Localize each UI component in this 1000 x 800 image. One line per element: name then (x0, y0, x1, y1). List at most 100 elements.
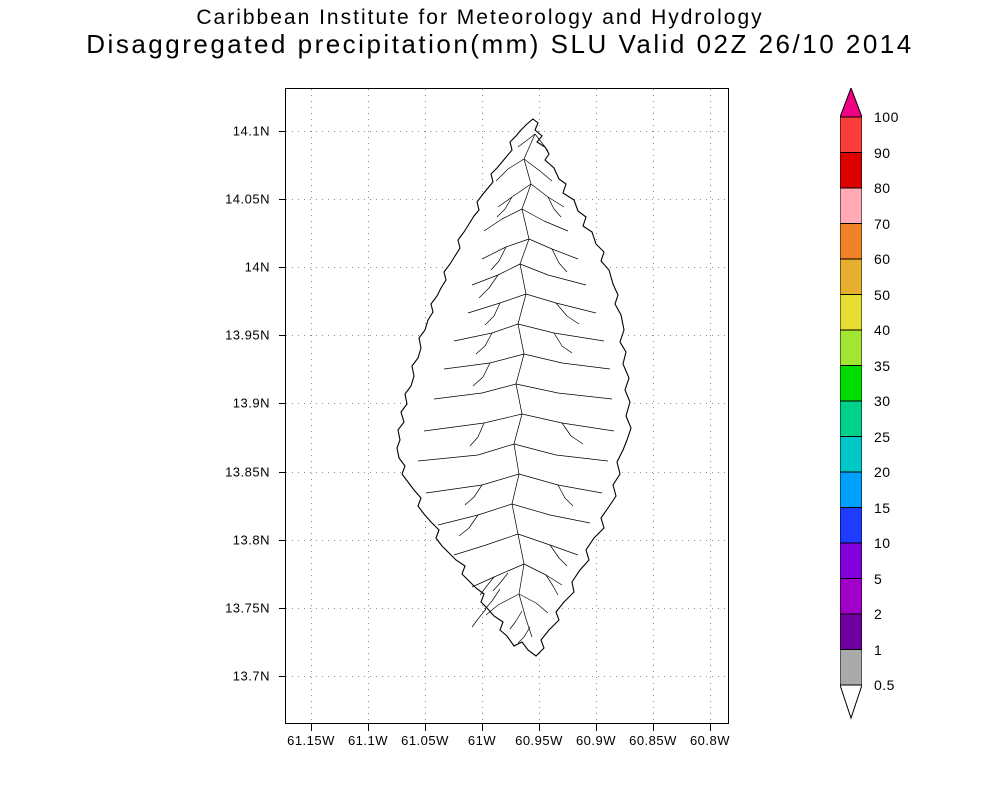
colorbar-label: 1 (874, 641, 883, 658)
watershed-line (485, 593, 520, 616)
colorbar-segment (839, 223, 863, 260)
lat-label: 13.7N (232, 668, 270, 684)
watershed-line (557, 484, 574, 507)
axis-tick-bottom (653, 724, 654, 731)
colorbar-segment (839, 258, 863, 295)
watershed-line (555, 302, 580, 325)
colorbar-label: 40 (874, 322, 891, 338)
colorbar-label: 60 (874, 251, 891, 267)
lon-label: 61.05W (401, 733, 449, 748)
colorbar-segment (839, 116, 863, 153)
colorbar-bottom-arrow (839, 684, 863, 720)
colorbar-segment (839, 365, 863, 402)
title-line1: Caribbean Institute for Meteorology and … (196, 6, 764, 29)
axis-tick-left (279, 471, 286, 473)
watershed-line (471, 608, 487, 628)
colorbar-segment (839, 294, 863, 331)
watershed-line (490, 246, 507, 271)
watershed-line (495, 158, 525, 182)
watershed-line (483, 208, 523, 232)
watershed-line (478, 274, 499, 299)
colorbar: 100 90 80 70 60 50 40 35 30 25 20 15 10 5 2 1 0.5 (839, 86, 898, 722)
watershed-line (475, 332, 493, 355)
lat-label: 13.95N (225, 327, 270, 343)
colorbar-label: 80 (874, 180, 891, 196)
watershed-line (433, 383, 517, 400)
watershed-line (561, 422, 584, 445)
lon-label: 60.85W (629, 733, 677, 748)
lon-label: 60.8W (689, 733, 731, 748)
watershed-lines (417, 133, 615, 644)
watershed-line (534, 133, 549, 152)
axis-tick-left (279, 607, 286, 609)
watershed-line (484, 588, 501, 610)
watershed-line (545, 574, 559, 596)
axis-tick-left (279, 131, 286, 132)
colorbar-top-arrow (839, 86, 863, 118)
watershed-line (549, 544, 568, 567)
axis-tick-left (279, 199, 286, 201)
watershed-line (472, 362, 491, 387)
grid-line-horizontal (286, 675, 728, 677)
lon-label: 60.95W (515, 733, 563, 748)
grid-line-horizontal (286, 131, 728, 132)
axis-tick-left (279, 539, 286, 541)
axis-tick-left (279, 403, 286, 405)
colorbar-segment (839, 578, 863, 615)
colorbar-segment (839, 152, 863, 189)
watershed-line (513, 443, 609, 462)
title-line2: Disaggregated precipitation(mm) SLU Vali… (86, 29, 914, 59)
colorbar-label: 20 (874, 464, 891, 480)
axis-tick-bottom (311, 724, 312, 731)
axis-tick-bottom (539, 724, 540, 731)
lat-label: 13.9N (232, 395, 270, 411)
saint-lucia-map (396, 118, 632, 657)
lat-label: 13.75N (225, 600, 270, 616)
watershed-line (551, 248, 568, 273)
colorbar-label: 35 (874, 357, 891, 374)
colorbar-label: 15 (874, 499, 891, 516)
axis-tick-bottom (710, 724, 711, 731)
lon-label: 61.15W (287, 733, 335, 748)
map-plot: 14.1N 14.05N 14N 13.95N 13.9N 13.85N 13.8N 13.7… (225, 88, 730, 748)
watershed-line (515, 383, 613, 400)
axis-tick-left (279, 335, 286, 337)
axis-tick-bottom (482, 724, 483, 731)
watershed-line (511, 503, 591, 524)
watershed-line (523, 353, 611, 370)
colorbar-segment (839, 187, 863, 224)
colorbar-label: 0.5 (874, 677, 895, 693)
watershed-line (521, 208, 569, 232)
colorbar-label: 100 (874, 109, 899, 125)
colorbar-segment (839, 400, 863, 437)
lat-label: 14.1N (232, 123, 270, 139)
watershed-line (496, 196, 513, 218)
watershed-line (458, 514, 479, 537)
axis-tick-bottom (368, 724, 369, 731)
axis-tick-bottom (596, 724, 597, 731)
colorbar-label: 25 (874, 428, 891, 445)
axis-tick-left (279, 675, 286, 677)
colorbar-label: 5 (874, 570, 883, 587)
lon-label: 60.9W (575, 733, 617, 748)
colorbar-label: 50 (874, 286, 891, 303)
colorbar-segment (839, 613, 863, 650)
watershed-line (453, 533, 519, 556)
lon-label: 61W (467, 733, 497, 748)
watershed-line (553, 332, 573, 354)
watershed-line (469, 422, 485, 447)
colorbar-svg (839, 86, 863, 720)
watershed-line (417, 443, 515, 462)
watershed-line (484, 302, 501, 326)
watershed-line (464, 484, 483, 506)
axis-tick-left (279, 267, 286, 269)
watershed-line (519, 263, 587, 286)
lat-label: 13.85N (225, 464, 270, 479)
watershed-line (492, 572, 509, 592)
colorbar-segment (839, 507, 863, 544)
colorbar-segment (839, 649, 863, 686)
colorbar-segment (839, 542, 863, 579)
lat-label: 13.8N (232, 532, 270, 548)
watershed-line (509, 610, 523, 630)
